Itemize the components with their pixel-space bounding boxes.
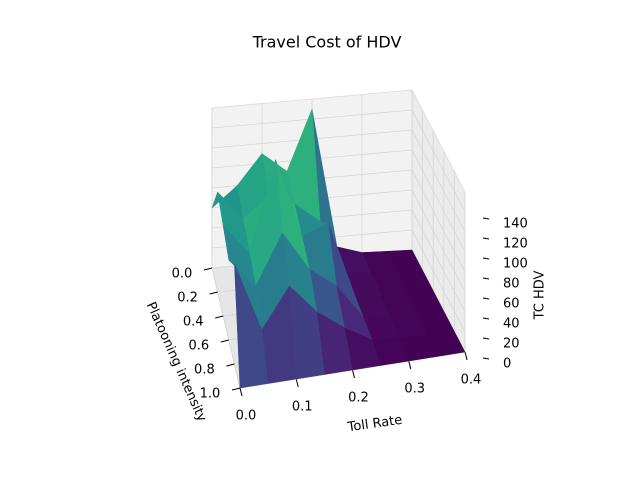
x-axis-label: Toll Rate: [346, 413, 403, 436]
x-tick-label: 0.1: [292, 400, 313, 415]
grid-line: [411, 229, 466, 333]
y-tick: [203, 267, 213, 271]
grid-line: [411, 149, 466, 253]
z-tick: [482, 277, 490, 280]
z-tick-label: 40: [503, 317, 520, 332]
surface-patch: [234, 263, 269, 389]
x-tick: [352, 369, 355, 379]
x-tick-label: 0.4: [461, 373, 482, 388]
y-tick: [226, 363, 235, 367]
y-tick: [209, 291, 218, 295]
grid-line: [411, 209, 466, 313]
y-tick-label: 0.4: [183, 315, 204, 330]
x-tick: [239, 387, 243, 397]
y-tick-label: 1.0: [200, 387, 221, 402]
chart-title: Travel Cost of HDV: [252, 33, 402, 52]
x-tick-label: 0.2: [348, 391, 369, 406]
z-tick: [482, 297, 490, 300]
z-tick-label: 100: [503, 257, 528, 272]
x-tick-label: 0.3: [404, 382, 425, 397]
grid-line: [411, 109, 466, 213]
x-tick-label: 0.0: [236, 409, 257, 424]
y-tick-label: 0.6: [188, 339, 209, 354]
y-tick-label: 0.8: [194, 363, 215, 378]
z-tick-label: 60: [503, 297, 520, 312]
x-tick: [408, 360, 412, 370]
z-tick-label: 140: [503, 217, 528, 232]
z-tick: [482, 257, 490, 260]
y-tick-label: 0.0: [172, 267, 193, 282]
z-tick: [482, 337, 490, 340]
z-tick-label: 20: [503, 337, 520, 352]
y-tick: [231, 387, 241, 391]
z-axis-label: TC HDV: [533, 270, 548, 320]
z-tick: [482, 237, 490, 240]
grid-line: [211, 267, 241, 389]
grid-line: [411, 129, 466, 233]
z-tick-label: 0: [503, 357, 511, 372]
x-tick: [464, 351, 468, 361]
x-tick: [295, 378, 299, 388]
grid-line: [411, 189, 466, 293]
z-tick: [482, 217, 490, 220]
y-tick-label: 0.2: [177, 291, 198, 306]
z-tick-label: 120: [503, 237, 528, 252]
z-tick: [482, 317, 490, 320]
y-tick: [215, 315, 224, 319]
grid-line: [411, 169, 466, 273]
y-tick: [220, 339, 229, 343]
z-tick-label: 80: [503, 277, 520, 292]
z-tick: [482, 357, 490, 360]
